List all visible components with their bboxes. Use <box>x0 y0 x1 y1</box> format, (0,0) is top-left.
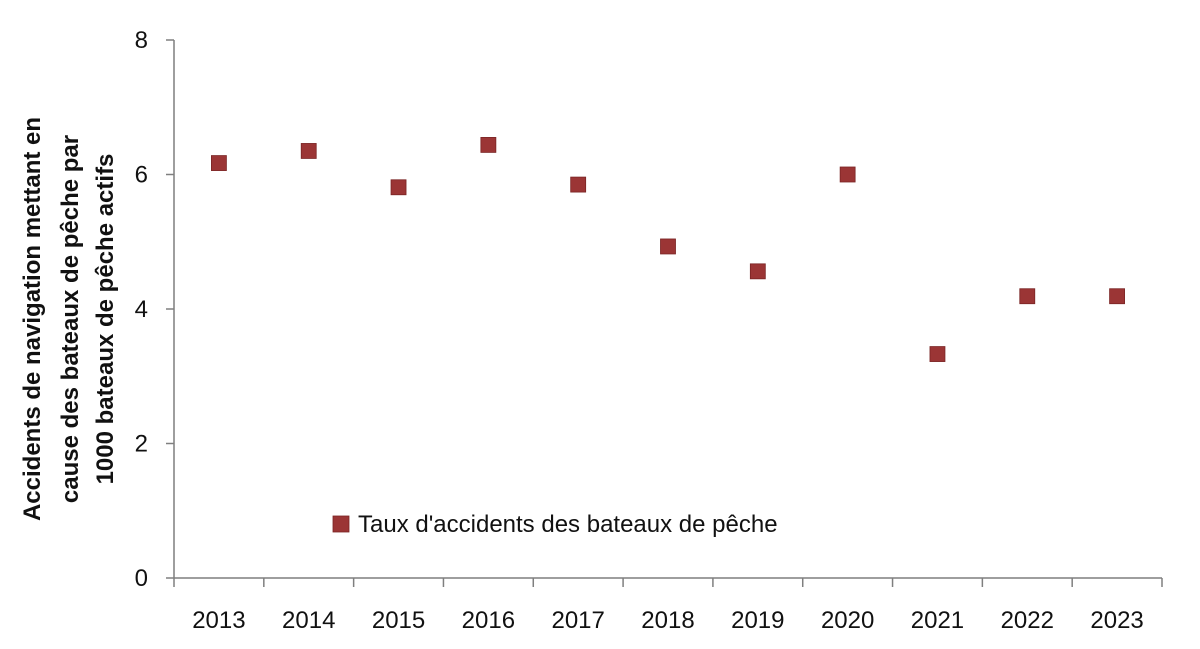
x-tick-label: 2022 <box>1001 607 1054 634</box>
data-point <box>929 346 946 362</box>
y-axis-title-line: cause des bateaux de pêche par <box>57 135 84 503</box>
y-tick-label: 0 <box>135 565 148 592</box>
x-tick-label: 2013 <box>192 607 245 634</box>
data-point <box>839 166 856 183</box>
data-point <box>480 137 497 153</box>
data-point <box>300 143 317 159</box>
x-tick-label: 2023 <box>1090 607 1143 634</box>
data-point <box>1109 288 1125 305</box>
legend: Taux d'accidents des bateaux de pêche <box>332 511 778 538</box>
y-axis-title-line: 1000 bateaux de pêche actifs <box>92 154 119 485</box>
x-tick-label: 2017 <box>551 607 604 634</box>
data-point <box>390 179 407 196</box>
data-point <box>570 176 587 193</box>
y-axis-title: Accidents de navigation mettant en cause … <box>19 117 119 521</box>
x-axis: 2013 2014 2015 2016 2017 2018 2019 2020 2021 2022… <box>173 577 1163 634</box>
y-axis: 0 2 4 6 8 <box>135 27 175 592</box>
data-point <box>1019 288 1036 305</box>
data-point <box>660 238 676 255</box>
y-axis-title-line: Accidents de navigation mettant en <box>19 117 46 521</box>
x-tick-label: 2021 <box>911 607 964 634</box>
data-point <box>749 263 766 280</box>
y-tick-label: 6 <box>135 162 148 189</box>
series-markers <box>211 137 1125 362</box>
x-tick-label: 2016 <box>462 607 515 634</box>
x-tick-label: 2020 <box>821 607 874 634</box>
legend-swatch <box>332 515 350 533</box>
x-tick-label: 2018 <box>641 607 694 634</box>
y-tick-label: 4 <box>135 296 148 323</box>
y-tick-label: 8 <box>135 27 148 54</box>
data-point <box>211 155 227 171</box>
x-tick-label: 2015 <box>372 607 425 634</box>
x-tick-label: 2014 <box>282 607 335 634</box>
y-tick-label: 2 <box>135 431 148 458</box>
x-tick-label: 2019 <box>731 607 784 634</box>
legend-label: Taux d'accidents des bateaux de pêche <box>358 511 778 538</box>
